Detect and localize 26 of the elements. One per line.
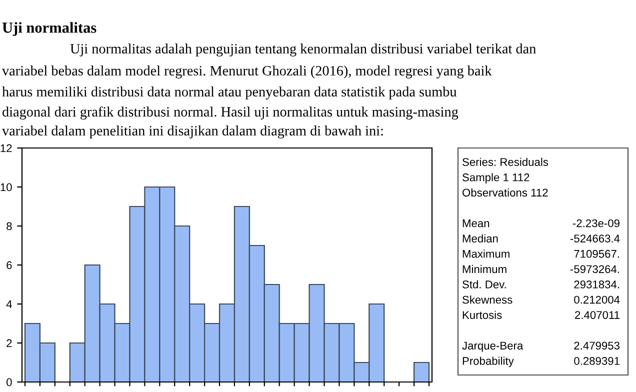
text: Observations 112 — [462, 188, 548, 197]
text: variabel dalam penelitian ini disajikan dalam diagram di bawah ini: — [2, 126, 383, 138]
y-tick-label: 4 — [6, 300, 12, 308]
y-tick-label: 8 — [6, 222, 12, 230]
text: diagonal dari grafik distribusi normal. Hasil uji normalitas untuk masing-masing — [2, 106, 458, 120]
y-tick-label: 6 — [6, 261, 12, 270]
text: variabel bebas dalam model regresi. Menurut Ghozali (2016), model regresi yang baik — [2, 66, 492, 78]
y-tick-label: 10 — [0, 183, 12, 192]
y-tick-label: 0 — [6, 378, 12, 386]
bar — [413, 362, 430, 382]
text: Sample 1 112 — [462, 173, 530, 184]
text: Kurtosis 2.407011 — [462, 310, 620, 319]
text: Skewness 0.212004 — [462, 296, 620, 304]
text: Probability 0.289391 — [462, 356, 620, 368]
chart-title: Uji normalitas — [2, 22, 96, 36]
text: Std. Dev. 2931834. — [462, 280, 619, 288]
y-tick-label: 12 — [0, 144, 12, 152]
y-tick-label: 2 — [6, 339, 12, 348]
text: Minimum -5973264. — [462, 264, 619, 274]
text: Mean -2.23e-09 — [462, 219, 620, 228]
text: Series: Residuals — [462, 158, 548, 166]
text: Uji normalitas adalah pengujian tentang kenormalan distribusi variabel terikat dan — [70, 44, 536, 56]
text: Maximum 7109567. — [462, 250, 619, 258]
text: Jarque-Bera 2.479953 — [462, 342, 620, 352]
text: harus memiliki distribusi data normal atau penyebaran data statistik pada sumbu — [2, 86, 457, 100]
text: Median -524663.4 — [462, 234, 620, 242]
